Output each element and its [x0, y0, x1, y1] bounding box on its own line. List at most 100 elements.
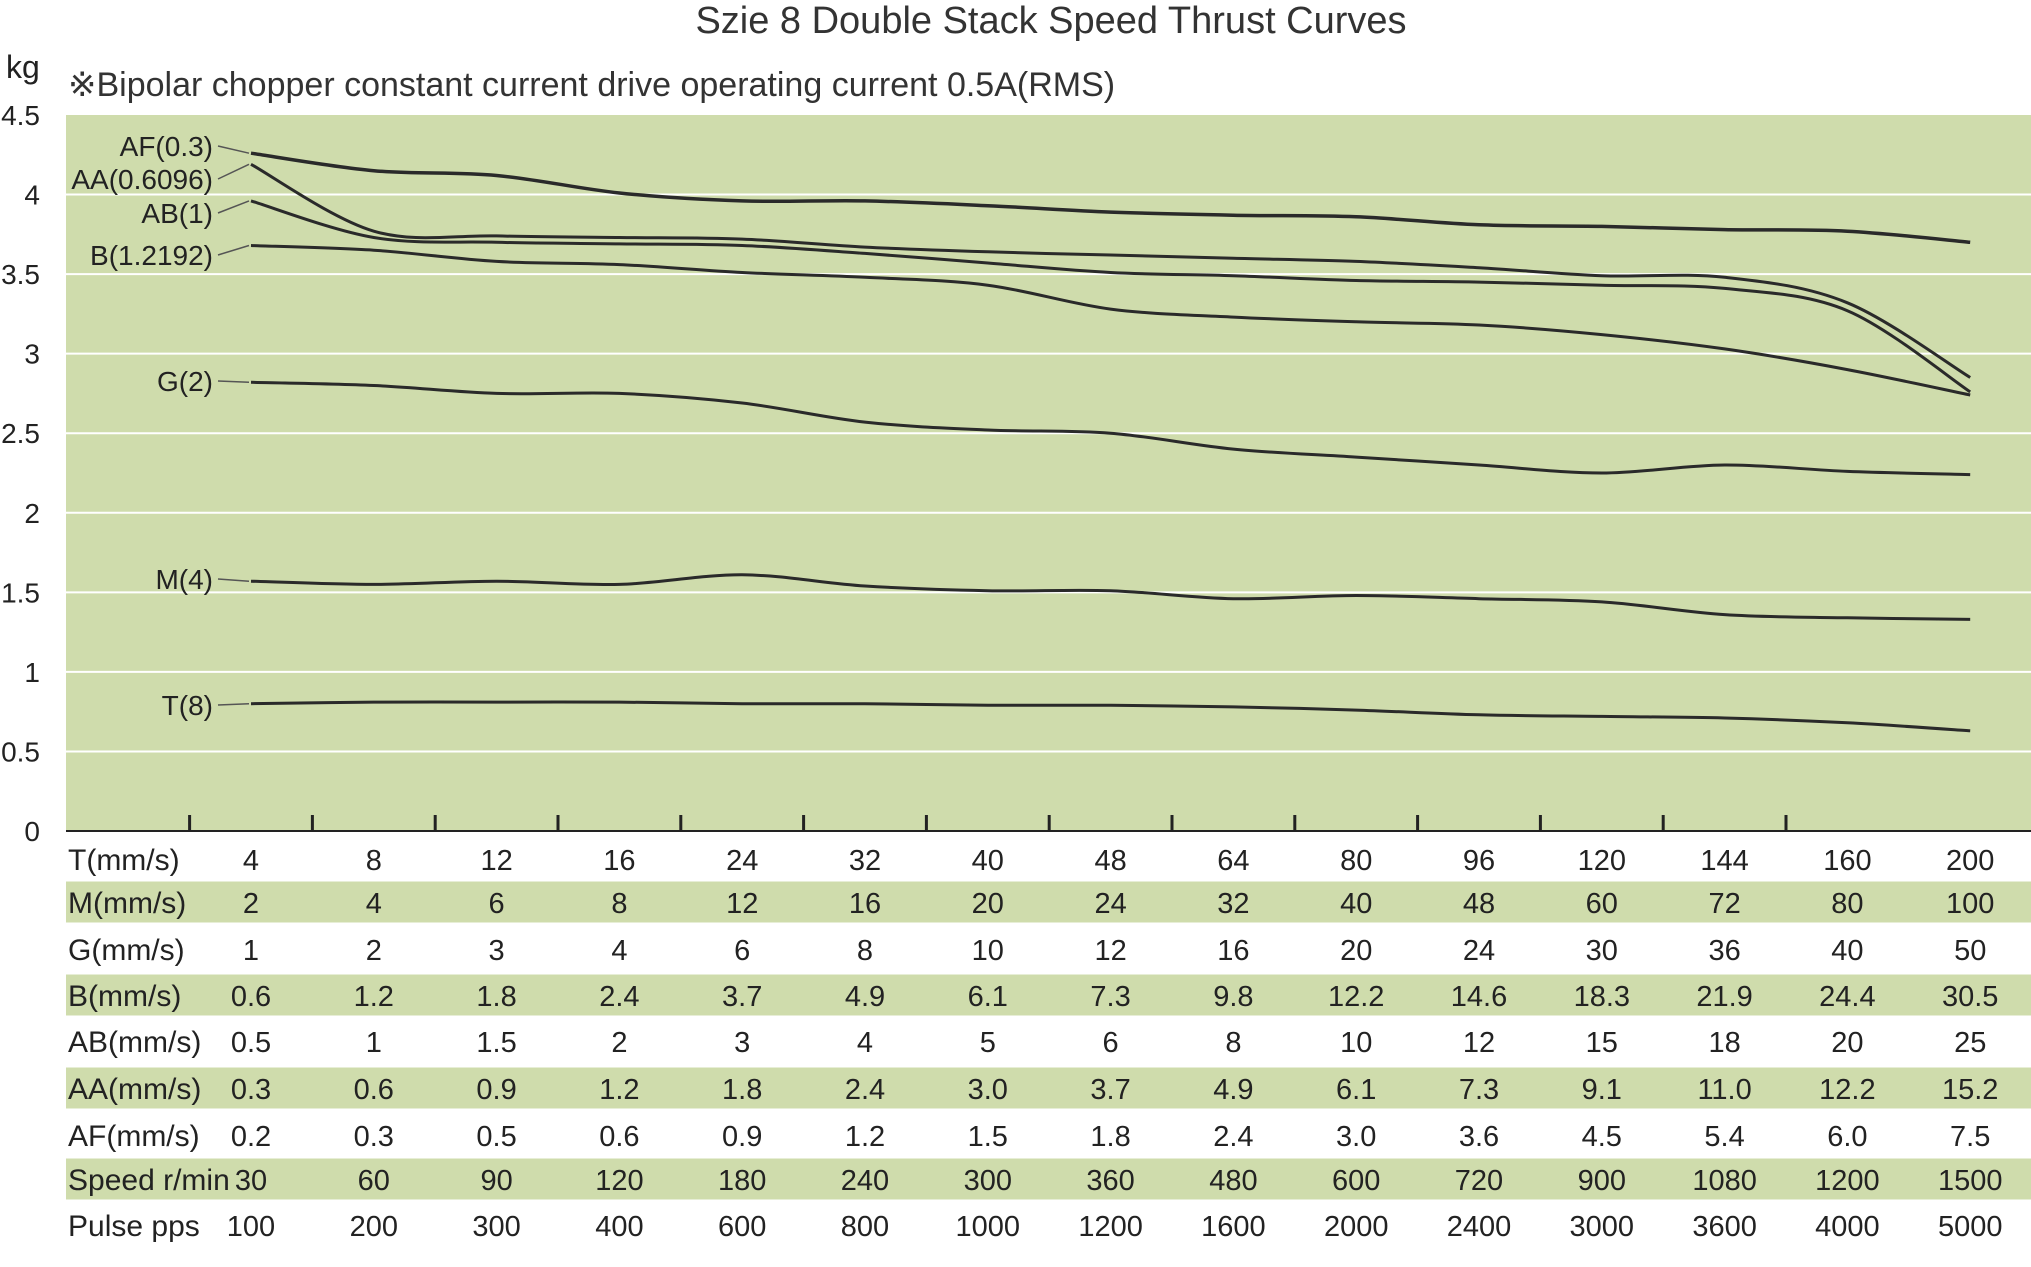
table-cell: 6: [734, 935, 750, 967]
table-cell: 12: [1463, 1027, 1495, 1059]
table-cell: 240: [841, 1165, 889, 1197]
table-cell: 2: [366, 935, 382, 967]
series-label: AA(0.6096): [71, 164, 213, 195]
table-cell: 30: [235, 1165, 267, 1197]
table-cell: 1500: [1938, 1165, 2003, 1197]
table-cell: 8: [611, 888, 627, 920]
series-label: AB(1): [141, 198, 213, 229]
table-cell: 11.0: [1697, 1074, 1751, 1106]
series-label: M(4): [155, 564, 213, 595]
table-cell: 160: [1823, 845, 1871, 877]
table-cell: 15: [1586, 1027, 1618, 1059]
table-cell: 180: [718, 1165, 766, 1197]
table-cell: 12: [1094, 935, 1126, 967]
table-cell: 0.5: [476, 1121, 516, 1153]
table-cell: 12: [726, 888, 758, 920]
series-line-1: [250, 162, 1971, 379]
table-cell: 18: [1708, 1027, 1740, 1059]
table-cell: 20: [1340, 935, 1372, 967]
table-cell: 0.3: [354, 1121, 394, 1153]
table-row-label: T(mm/s): [68, 844, 180, 877]
table-cell: 5: [980, 1027, 996, 1059]
table-cell: 24: [1463, 935, 1495, 967]
series-line-2: [250, 199, 1972, 394]
table-cell: 40: [1340, 888, 1372, 920]
table-cell: 3.7: [1090, 1074, 1130, 1106]
series-line-0: [250, 151, 1971, 245]
table-cell: 360: [1086, 1165, 1134, 1197]
table-cell: 9.8: [1213, 981, 1253, 1013]
chart-note: ※Bipolar chopper constant current drive …: [68, 66, 1115, 104]
table-cell: 32: [1217, 888, 1249, 920]
series-line-5: [250, 573, 1971, 621]
series-label: AF(0.3): [120, 131, 213, 162]
series-lines: [250, 151, 1972, 733]
table-cell: 4.5: [1582, 1121, 1622, 1153]
plot-area: [66, 115, 2031, 831]
table-cell: 2000: [1324, 1211, 1389, 1243]
table-cell: 1.8: [722, 1074, 762, 1106]
table-cell: 300: [472, 1211, 520, 1243]
table-cell: 0.2: [231, 1121, 271, 1153]
table-cell: 480: [1209, 1165, 1257, 1197]
table-cell: 200: [1946, 845, 1994, 877]
table-cell: 3000: [1570, 1211, 1635, 1243]
y-tick-label: 1.5: [1, 577, 40, 608]
table-cell: 48: [1094, 845, 1126, 877]
series-leader-line: [217, 145, 250, 154]
table-cell: 10: [972, 935, 1004, 967]
table-cell: 2: [611, 1027, 627, 1059]
y-tick-label: 1: [24, 657, 40, 688]
table-cell: 1000: [956, 1211, 1021, 1243]
table-cell: 1.2: [354, 981, 394, 1013]
table-cell: 5.4: [1704, 1121, 1744, 1153]
table-cell: 0.9: [722, 1121, 762, 1153]
table-cell: 3.6: [1459, 1121, 1499, 1153]
table-row-label: M(mm/s): [68, 887, 186, 920]
y-tick-label: 4.5: [1, 100, 40, 131]
table-cell: 14.6: [1451, 981, 1507, 1013]
table-cell: 200: [350, 1211, 398, 1243]
series-label: G(2): [157, 366, 213, 397]
table-cell: 16: [849, 888, 881, 920]
table-row-label: Speed r/min: [68, 1164, 230, 1197]
table-cell: 9.1: [1582, 1074, 1622, 1106]
table-row-band: [66, 1158, 2031, 1200]
table-cell: 1: [243, 935, 259, 967]
table-cell: 2.4: [1213, 1121, 1253, 1153]
table-cell: 2: [243, 888, 259, 920]
table-cell: 900: [1578, 1165, 1626, 1197]
table-cell: 30: [1586, 935, 1618, 967]
table-cell: 60: [1586, 888, 1618, 920]
table-cell: 15.2: [1942, 1074, 1998, 1106]
series-leader-line: [217, 578, 250, 582]
table-cell: 8: [1225, 1027, 1241, 1059]
table-cell: 0.3: [231, 1074, 271, 1106]
y-axis-unit: kg: [6, 49, 40, 85]
table-cell: 4000: [1815, 1211, 1880, 1243]
y-tick-label: 0: [24, 816, 40, 847]
table-cell: 0.6: [354, 1074, 394, 1106]
table-cell: 1: [366, 1027, 382, 1059]
table-cell: 12.2: [1819, 1074, 1875, 1106]
table-cell: 64: [1217, 845, 1249, 877]
table-row-label: AA(mm/s): [68, 1073, 201, 1106]
table-cell: 720: [1455, 1165, 1503, 1197]
table-cell: 40: [1831, 935, 1863, 967]
table-cell: 5000: [1938, 1211, 2003, 1243]
table-cell: 48: [1463, 888, 1495, 920]
table-cell: 800: [841, 1211, 889, 1243]
table-cell: 3: [734, 1027, 750, 1059]
table-cell: 3.0: [968, 1074, 1008, 1106]
table-cell: 32: [849, 845, 881, 877]
speed-table: T(mm/s) 4 8 12 16 24 32 40 48 64 80 96 120 144 160 200M…: [66, 844, 2031, 1243]
y-tick-label: 4: [24, 180, 40, 211]
table-cell: 18.3: [1574, 981, 1630, 1013]
table-cell: 1.5: [476, 1027, 516, 1059]
table-cell: 3.0: [1336, 1121, 1376, 1153]
table-cell: 12: [480, 845, 512, 877]
y-tick-label: 0.5: [1, 736, 40, 767]
table-cell: 1.5: [968, 1121, 1008, 1153]
series-line-3: [250, 244, 1971, 397]
table-cell: 300: [964, 1165, 1012, 1197]
